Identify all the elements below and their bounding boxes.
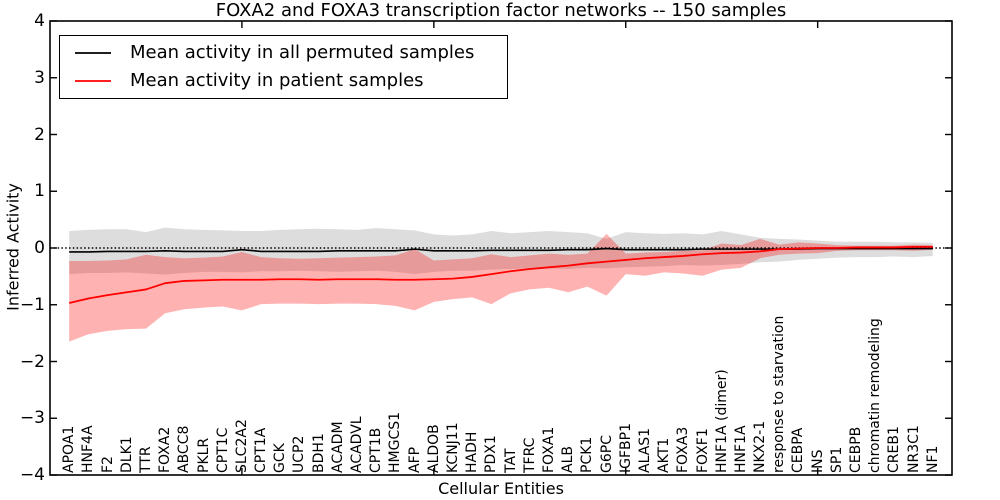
x-category-label: CPT1A — [253, 427, 270, 473]
x-category-label: PCK1 — [579, 436, 596, 473]
x-category-label: ALB — [560, 446, 577, 473]
x-category-label: GCK — [272, 443, 289, 473]
x-category-label: HNF4A — [80, 425, 97, 473]
x-category-label: HNF1A (dimer) — [713, 369, 730, 473]
x-category-label: TAT — [502, 448, 519, 473]
x-category-label: FOXF1 — [694, 428, 711, 473]
x-category-label: TTR — [137, 446, 154, 473]
x-category-label: ACADM — [329, 421, 346, 473]
x-category-label: CEBPA — [790, 427, 807, 473]
x-category-label: DLK1 — [118, 436, 135, 473]
x-category-label: PKLR — [195, 437, 212, 473]
y-tick-label: 3 — [34, 67, 45, 88]
x-category-label: ACADVL — [349, 416, 366, 473]
x-category-label: CEBPB — [848, 426, 865, 473]
x-category-label: KCNJ11 — [445, 422, 462, 473]
patient-line-swatch — [75, 80, 111, 82]
x-category-label: SLC2A2 — [233, 419, 250, 473]
x-category-label: AKT1 — [656, 437, 673, 473]
x-category-label: CPT1C — [214, 427, 231, 473]
x-category-label: ABCC8 — [176, 425, 193, 473]
patient-mean-line — [68, 245, 933, 304]
y-tick-label: 2 — [34, 124, 45, 145]
y-tick-label: 4 — [34, 11, 45, 31]
y-tick-label: −1 — [19, 294, 45, 315]
x-category-label: BDH1 — [310, 433, 327, 473]
x-category-label: ALAS1 — [636, 427, 653, 473]
x-category-label: PDX1 — [483, 435, 500, 473]
patient-band — [69, 233, 933, 342]
legend-label-patient: Mean activity in patient samples — [130, 70, 424, 91]
permuted-line-swatch — [75, 52, 111, 54]
y-tick-label: −4 — [19, 465, 45, 485]
x-axis-label: Cellular Entities — [438, 479, 564, 498]
x-category-label: FOXA2 — [157, 426, 174, 473]
x-category-label: UCP2 — [291, 435, 308, 473]
y-tick-label: 0 — [34, 238, 45, 258]
x-category-label: INS — [809, 449, 826, 474]
x-category-label: FOXA1 — [540, 426, 557, 473]
y-tick-label: −2 — [19, 351, 45, 372]
x-category-label: FOXA3 — [675, 426, 692, 473]
x-category-label: CPT1B — [368, 427, 385, 473]
x-category-label: SP1 — [828, 446, 845, 473]
x-category-label: TFRC — [521, 437, 538, 473]
x-category-label: response to starvation — [771, 315, 788, 473]
x-category-label: AFP — [406, 446, 423, 473]
legend-item-patient: Mean activity in patient samples — [74, 70, 507, 92]
chart-title: FOXA2 and FOXA3 transcription factor net… — [215, 0, 787, 21]
legend-item-permuted: Mean activity in all permuted samples — [74, 42, 507, 64]
x-category-label: ALDOB — [425, 424, 442, 473]
y-tick-label: −3 — [19, 408, 45, 429]
legend-label-permuted: Mean activity in all permuted samples — [130, 42, 475, 63]
legend: Mean activity in all permuted samples Me… — [59, 35, 508, 99]
x-category-label: HMGCS1 — [387, 411, 404, 473]
x-category-label: F2 — [99, 456, 116, 473]
x-category-label: chromatin remodeling — [867, 318, 884, 473]
x-category-label: HADH — [464, 431, 481, 473]
x-category-label: NF1 — [924, 445, 941, 473]
x-category-label: HNF1A — [732, 425, 749, 473]
x-category-label: IGFBP1 — [617, 423, 634, 473]
x-category-label: CREB1 — [886, 426, 903, 473]
y-tick-label: 1 — [34, 181, 45, 202]
permuted-band — [69, 227, 933, 275]
x-category-label: G6PC — [598, 435, 615, 473]
x-category-label: APOA1 — [61, 425, 78, 473]
x-category-label: NKX2-1 — [752, 420, 769, 473]
x-category-label: NR3C1 — [905, 425, 922, 473]
